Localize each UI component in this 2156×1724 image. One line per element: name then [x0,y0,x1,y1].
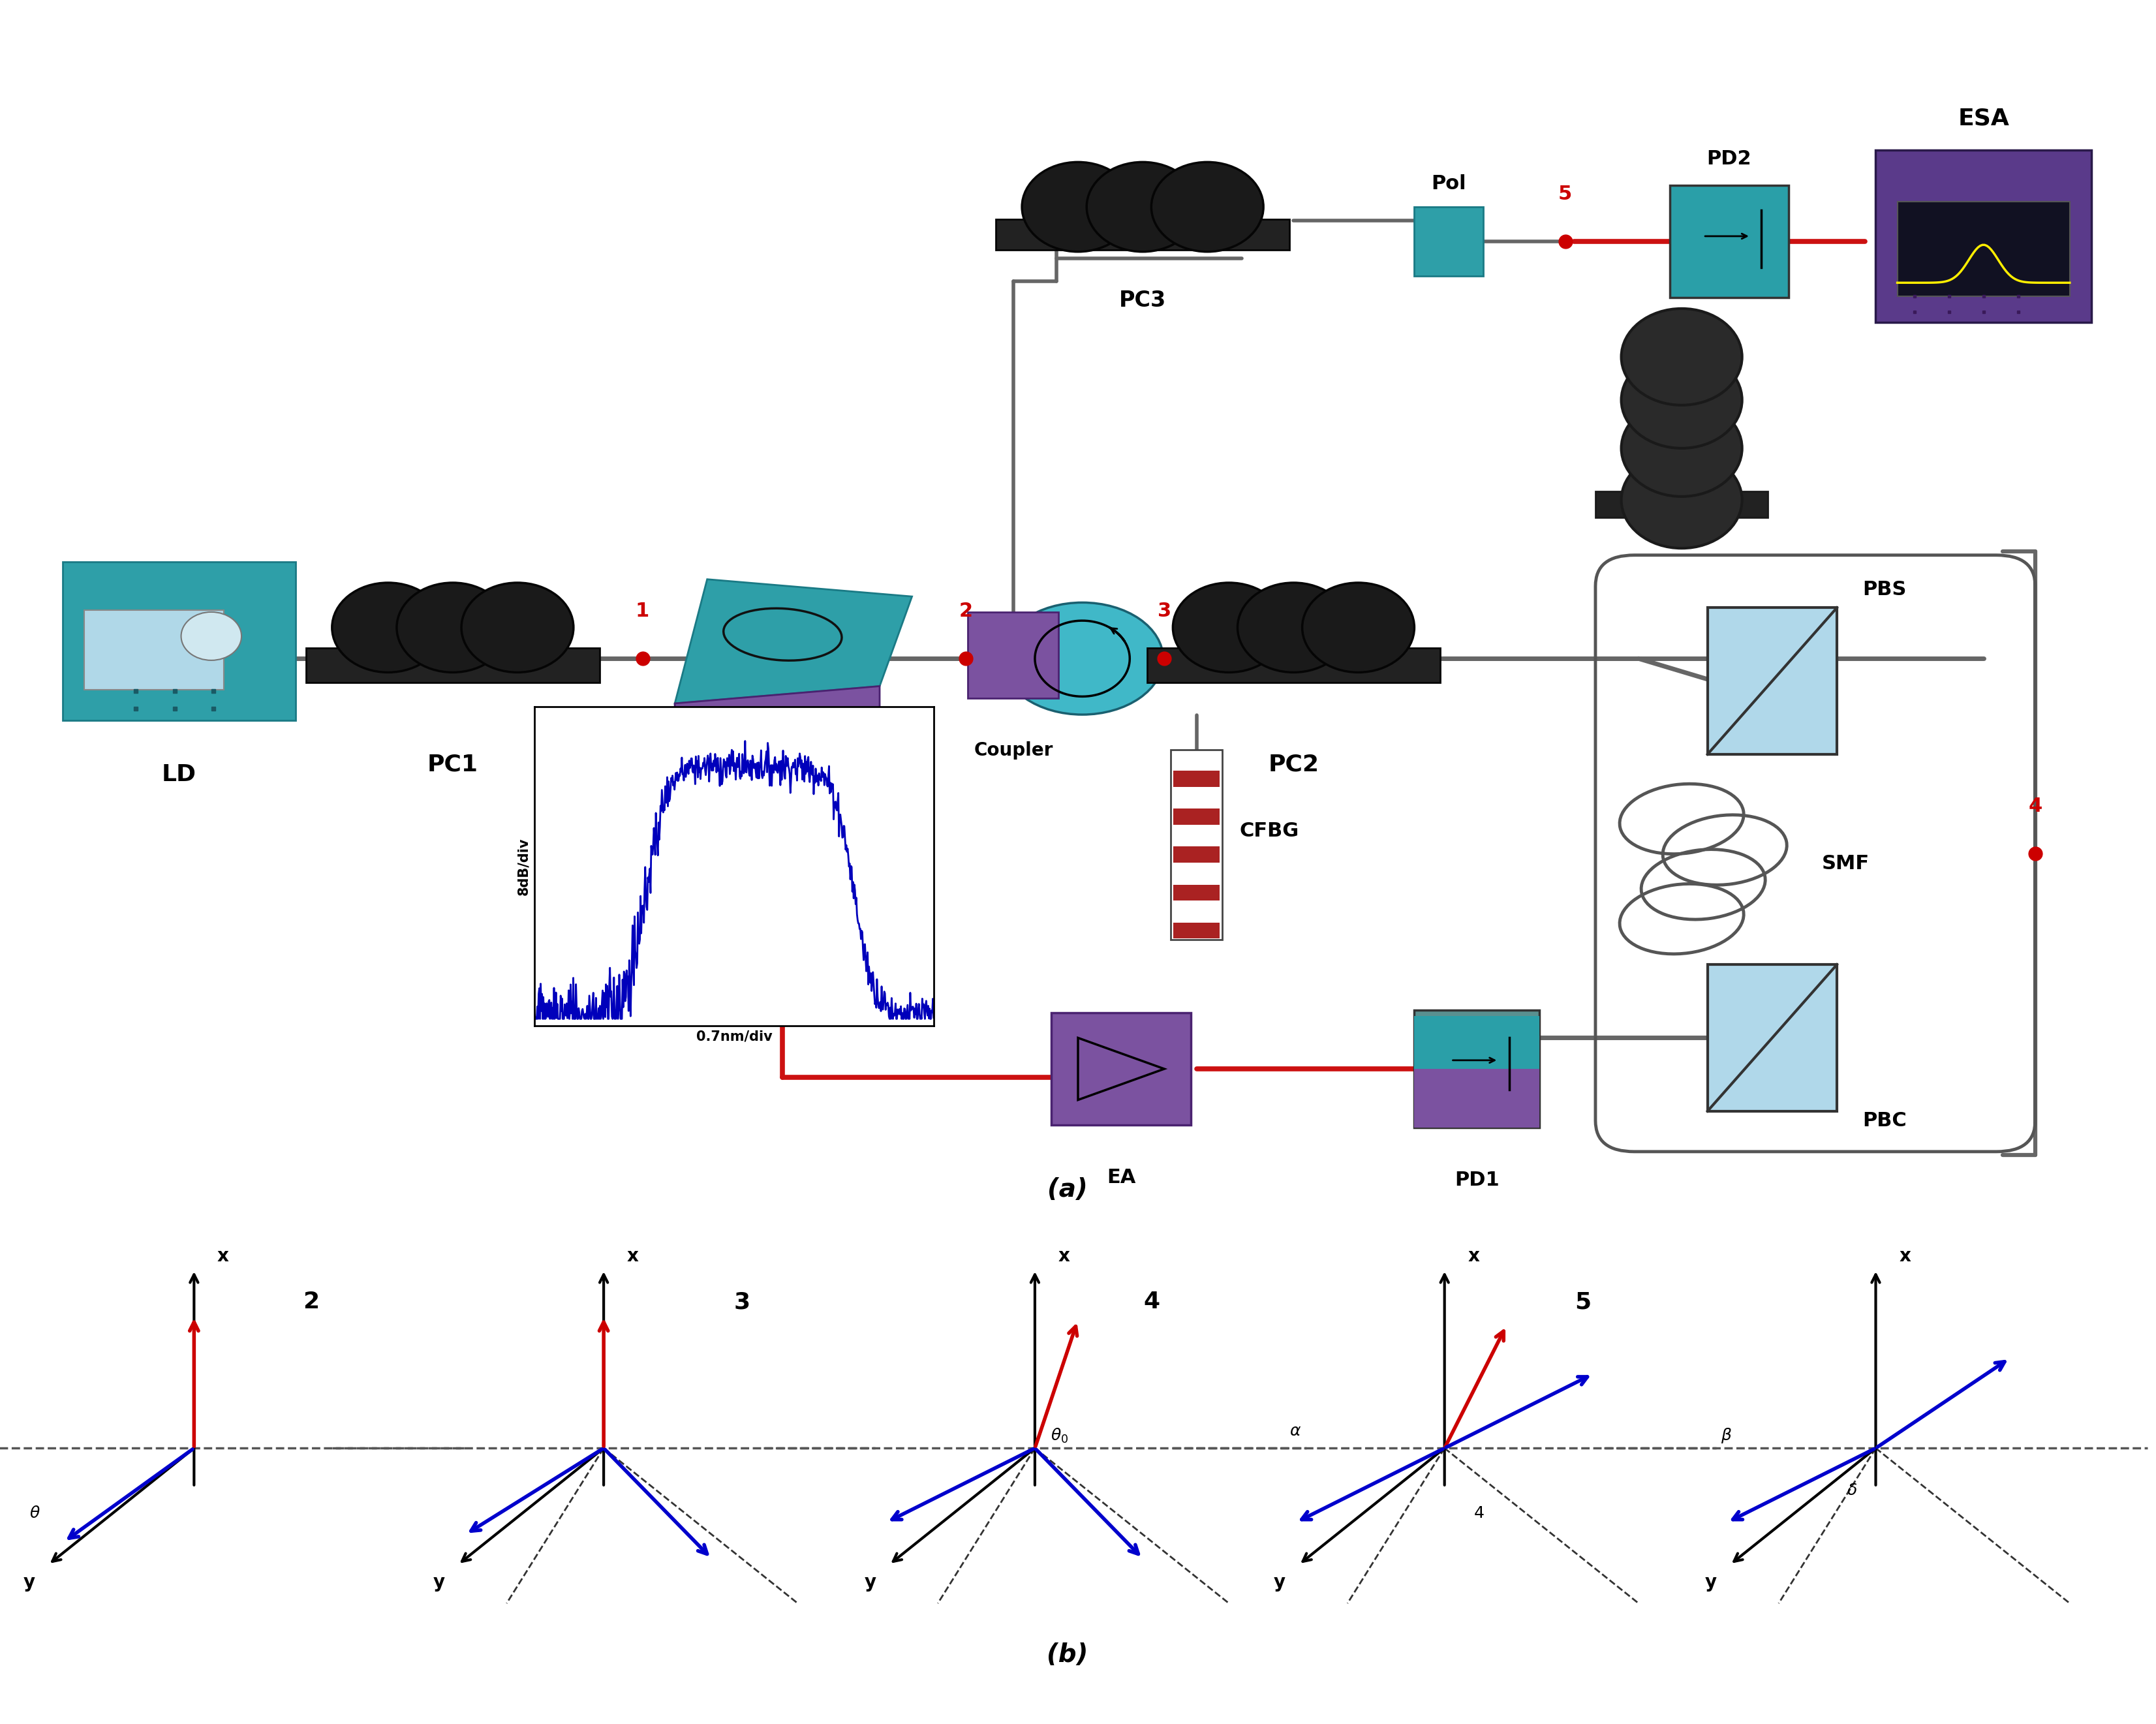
Text: PD1: PD1 [1455,1171,1498,1190]
Circle shape [1621,452,1742,548]
Bar [1708,964,1837,1110]
Text: Coupler: Coupler [975,741,1052,760]
Text: 2: 2 [959,602,972,621]
FancyBboxPatch shape [1414,1010,1539,1127]
Text: LD: LD [162,764,196,786]
Text: Pol: Pol [1432,174,1466,193]
Circle shape [1621,400,1742,497]
Circle shape [1302,583,1414,672]
Text: x: x [627,1246,638,1265]
Circle shape [1173,583,1285,672]
Text: $\alpha$: $\alpha$ [1289,1424,1300,1440]
Text: PBC: PBC [1863,1110,1908,1129]
Y-axis label: 8dB/div: 8dB/div [517,838,530,895]
Bar [1595,491,1768,517]
FancyBboxPatch shape [1414,207,1483,276]
Text: 3: 3 [1158,602,1171,621]
Circle shape [181,612,241,660]
Text: SMF: SMF [1822,855,1869,872]
Text: (b): (b) [1046,1643,1089,1667]
FancyBboxPatch shape [1671,184,1789,297]
Polygon shape [675,579,912,703]
Bar [1897,202,2070,297]
FancyBboxPatch shape [1876,150,2091,322]
Circle shape [1151,162,1263,252]
Text: $\theta_0$: $\theta_0$ [1050,1427,1067,1445]
Text: ESA: ESA [1958,107,2009,129]
FancyBboxPatch shape [1414,1064,1539,1127]
Text: $\theta$: $\theta$ [28,1505,41,1521]
Circle shape [1087,162,1199,252]
Bar [1708,609,1837,755]
Text: PC2: PC2 [1268,753,1319,776]
Bar [1173,884,1220,900]
Text: CFBG: CFBG [1240,822,1300,840]
Text: PD2: PD2 [1708,150,1751,169]
Bar [1173,846,1220,862]
Text: x: x [1059,1246,1069,1265]
Text: 3: 3 [735,1291,750,1314]
Circle shape [397,583,509,672]
FancyBboxPatch shape [84,610,224,690]
Text: PC1: PC1 [427,753,479,776]
Bar [996,219,1289,250]
Text: x: x [1468,1246,1479,1265]
Text: y: y [865,1574,875,1591]
Bar [1173,922,1220,938]
Bar [1147,648,1440,683]
Text: 4: 4 [2029,796,2042,815]
FancyBboxPatch shape [1052,1012,1190,1124]
Text: PBS: PBS [1863,581,1906,600]
Text: x: x [1899,1246,1910,1265]
FancyBboxPatch shape [1414,1015,1539,1069]
Bar [1173,771,1220,786]
FancyBboxPatch shape [968,612,1059,698]
Circle shape [1621,352,1742,448]
Text: 5: 5 [1559,184,1572,203]
Circle shape [461,583,573,672]
Circle shape [1621,309,1742,405]
X-axis label: 0.7nm/div: 0.7nm/div [696,1031,772,1043]
Text: PC3: PC3 [1119,290,1166,310]
Text: 5: 5 [1574,1291,1591,1314]
Ellipse shape [1000,602,1164,714]
Bar [1171,750,1222,940]
Text: 4: 4 [1145,1291,1160,1314]
Text: y: y [1705,1574,1716,1591]
Circle shape [1022,162,1134,252]
Text: y: y [24,1574,34,1591]
Polygon shape [675,686,880,741]
Circle shape [1238,583,1350,672]
Text: EA: EA [1106,1169,1136,1186]
FancyBboxPatch shape [63,562,295,721]
Bar [306,648,599,683]
Text: y: y [1274,1574,1285,1591]
Text: (a): (a) [1048,1177,1087,1202]
Circle shape [332,583,444,672]
Text: y: y [433,1574,444,1591]
Text: 4: 4 [1475,1505,1483,1521]
Text: x: x [218,1246,229,1265]
Text: $\delta$: $\delta$ [1848,1483,1856,1498]
Text: 2: 2 [304,1291,319,1314]
Text: 1: 1 [636,602,649,621]
Text: $\beta$: $\beta$ [1720,1427,1731,1445]
Text: MZM: MZM [761,790,826,812]
Bar [1173,809,1220,824]
